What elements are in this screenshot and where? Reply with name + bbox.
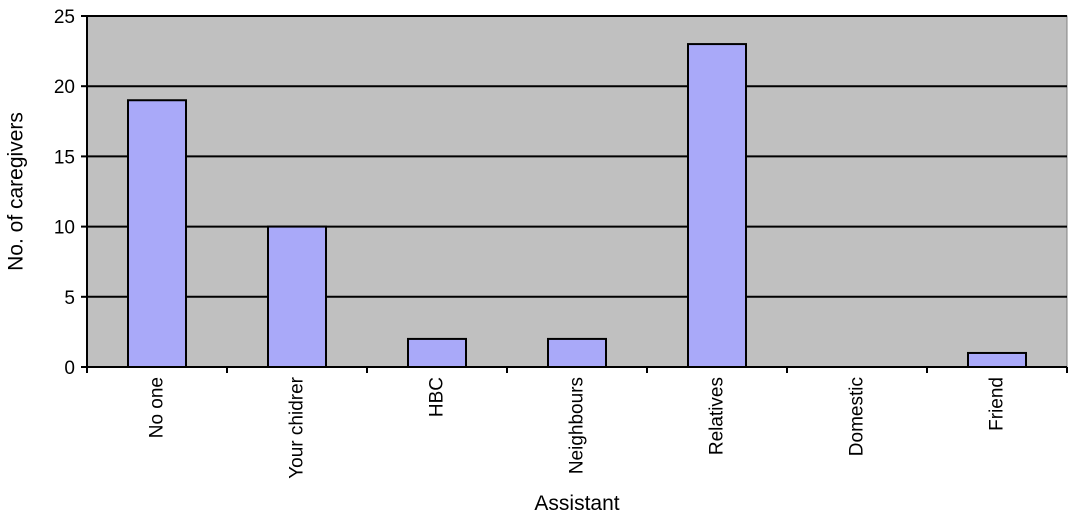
gridlines bbox=[87, 15, 1067, 298]
x-tick-label: Domestic bbox=[847, 377, 868, 456]
bar bbox=[547, 337, 607, 369]
y-tick-label: 0 bbox=[64, 358, 75, 379]
x-axis: No one Your chidrer HBC Neighbours Relatives… bbox=[86, 366, 1068, 479]
bar bbox=[127, 99, 187, 369]
y-tick-label: 5 bbox=[64, 288, 75, 309]
x-tick-label: Relatives bbox=[707, 377, 728, 455]
bar bbox=[967, 351, 1027, 368]
y-tick-label: 25 bbox=[54, 7, 75, 28]
y-axis: 0 5 10 15 20 25 bbox=[54, 7, 88, 379]
bars bbox=[127, 43, 1027, 369]
y-tick-label: 20 bbox=[54, 77, 75, 98]
bar bbox=[267, 225, 327, 368]
x-tick-label: Your chidrer bbox=[287, 376, 308, 478]
plot-area bbox=[86, 15, 1068, 368]
x-tick-label: No one bbox=[147, 377, 168, 438]
y-axis-title: No. of caregivers bbox=[5, 112, 28, 271]
bar bbox=[687, 43, 747, 369]
x-tick-label: Friend bbox=[987, 377, 1008, 431]
y-tick-label: 15 bbox=[54, 147, 75, 168]
x-axis-title: Assistant bbox=[534, 492, 619, 515]
y-tick-label: 10 bbox=[54, 218, 75, 239]
bar bbox=[407, 337, 467, 369]
x-tick-label: HBC bbox=[427, 377, 448, 417]
x-tick-label: Neighbours bbox=[567, 377, 588, 474]
